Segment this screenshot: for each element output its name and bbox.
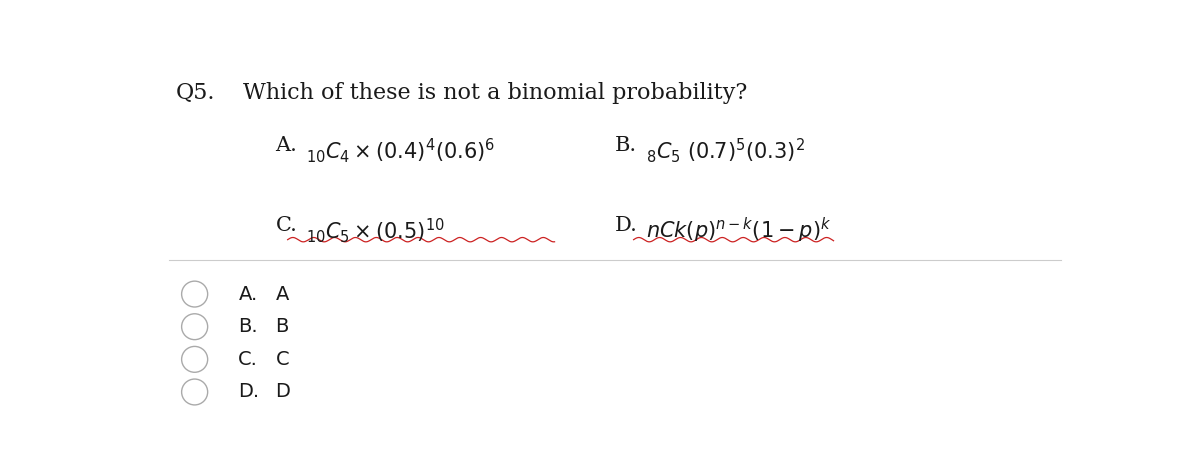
Text: A.: A. (276, 136, 298, 155)
Text: Q5.: Q5. (176, 82, 216, 104)
Text: C.: C. (276, 216, 298, 235)
Text: D: D (276, 382, 290, 401)
Text: A: A (276, 284, 289, 304)
Text: B.: B. (239, 317, 258, 336)
Text: B: B (276, 317, 289, 336)
Text: $_{10}C_5 \times (0.5)^{10}$: $_{10}C_5 \times (0.5)^{10}$ (306, 216, 445, 245)
Text: C.: C. (239, 350, 258, 369)
Text: Which of these is not a binomial probability?: Which of these is not a binomial probabi… (242, 82, 748, 104)
Text: D.: D. (616, 216, 638, 235)
Text: $_{8}C_5\ (0.7)^5(0.3)^2$: $_{8}C_5\ (0.7)^5(0.3)^2$ (646, 136, 804, 165)
Text: $nCk(p)^{n-k}(1-p)^k$: $nCk(p)^{n-k}(1-p)^k$ (646, 216, 832, 245)
Text: C: C (276, 350, 289, 369)
Text: A.: A. (239, 284, 258, 304)
Text: D.: D. (239, 382, 259, 401)
Text: B.: B. (616, 136, 637, 155)
Text: $_{10}C_4 \times (0.4)^4(0.6)^6$: $_{10}C_4 \times (0.4)^4(0.6)^6$ (306, 136, 496, 165)
